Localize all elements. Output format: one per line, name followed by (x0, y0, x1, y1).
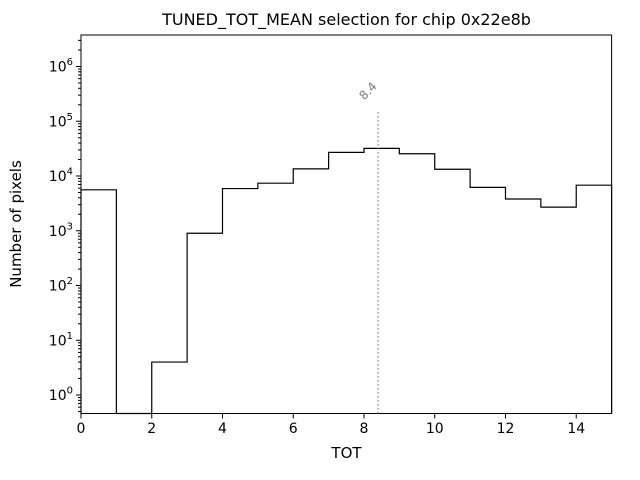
plot-frame (80, 34, 613, 414)
y-tick-label: 105 (49, 112, 73, 131)
axis-tick-labels: 100 101 102 103 104 105 106 0 2 4 6 8 10 12 14 (49, 57, 585, 437)
x-tick-label: 8 (360, 421, 369, 437)
y-tick-label: 103 (49, 221, 73, 240)
x-axis-label: TOT (331, 444, 362, 462)
histogram-line (80, 147, 613, 415)
y-tick-label: 101 (49, 331, 73, 350)
y-tick-label: 102 (49, 276, 73, 295)
x-tick-label: 0 (77, 421, 86, 437)
x-tick-label: 4 (218, 421, 227, 437)
x-tick-label: 2 (147, 421, 156, 437)
y-tick-label: 100 (49, 386, 73, 405)
x-tick-label: 6 (289, 421, 298, 437)
x-tick-label: 14 (567, 421, 585, 437)
axis-ticks (76, 39, 577, 419)
y-tick-label: 104 (49, 167, 73, 186)
chart-title: TUNED_TOT_MEAN selection for chip 0x22e8… (162, 10, 531, 29)
y-tick-label: 106 (49, 57, 73, 76)
x-tick-label: 10 (426, 421, 444, 437)
x-tick-label: 12 (497, 421, 515, 437)
